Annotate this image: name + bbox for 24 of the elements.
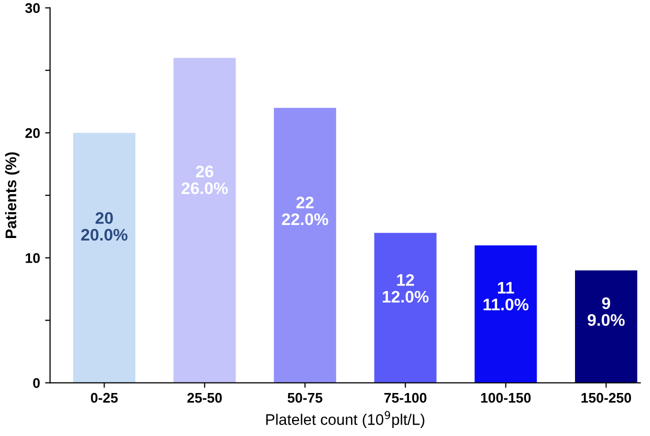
x-tick-label: 25-50 (187, 392, 222, 403)
x-tick-label: 0-25 (90, 392, 118, 403)
bar (374, 232, 436, 383)
x-tick-label: 75-100 (384, 392, 426, 403)
data-label: 26 26.0% (182, 166, 228, 194)
y-tick-label: 30 (25, 3, 40, 14)
bar (73, 132, 136, 383)
bar (575, 270, 638, 383)
x-tick-label: 100-150 (481, 392, 531, 403)
data-label: 12 12.0% (382, 274, 429, 303)
y-axis-title: Patients (%) (5, 152, 20, 238)
data-label: 22 22.0% (282, 196, 328, 226)
y-tick-label: 10 (26, 253, 40, 263)
data-label: 20 20.0% (81, 212, 128, 241)
x-tick-label: 50-75 (288, 392, 322, 403)
y-tick-label: 0 (33, 378, 40, 388)
bar (174, 58, 236, 383)
x-axis-title: Platelet count (10$^{9}$plt/L) (266, 411, 424, 428)
data-label: 9 9.0% (588, 297, 625, 326)
bar (474, 245, 537, 383)
y-tick-label: 20 (25, 128, 40, 138)
data-label: 11 11.0% (484, 282, 528, 310)
bar (274, 108, 336, 383)
x-tick-label: 150-250 (582, 392, 632, 403)
